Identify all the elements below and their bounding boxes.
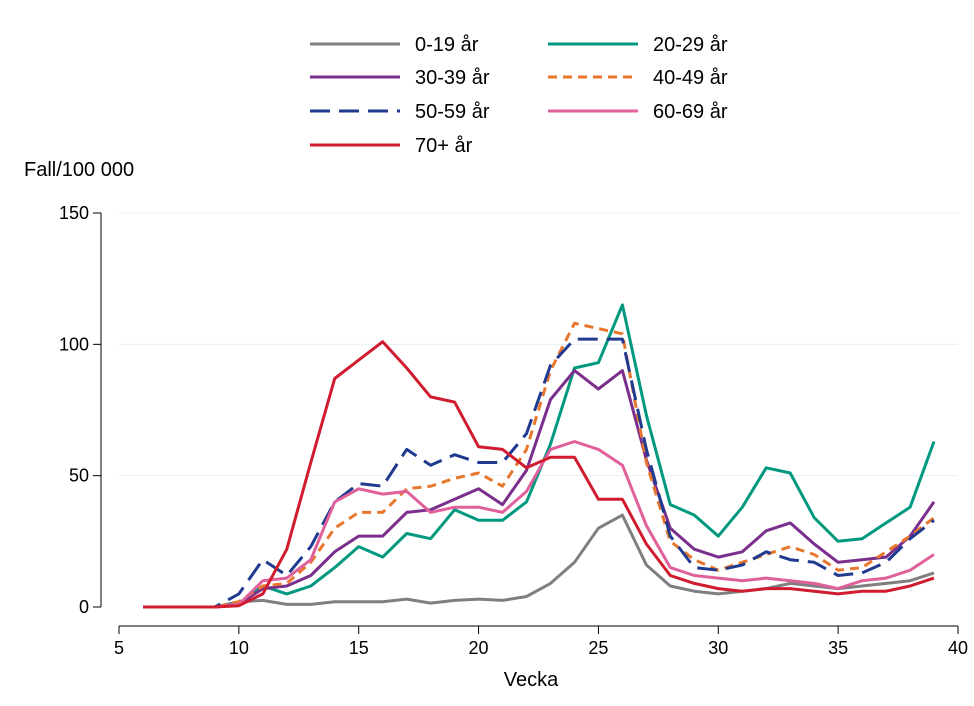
x-axis-title: Vecka — [504, 669, 559, 691]
y-tick-label-2: 100 — [59, 334, 89, 354]
x-tick-label-4: 25 — [588, 638, 608, 658]
legend-label-0: 0-19 år — [415, 34, 479, 56]
series-line-3 — [143, 321, 935, 609]
series-line-2 — [143, 369, 936, 609]
legend-label-2: 30-39 år — [415, 67, 490, 89]
series-lines — [143, 303, 936, 609]
legend-label-5: 60-69 år — [653, 101, 728, 123]
x-tick-label-7: 40 — [948, 638, 968, 658]
x-tick-label-5: 30 — [708, 638, 728, 658]
y-tick-label-1: 50 — [69, 466, 89, 486]
legend: 0-19 år 20-29 år 30-39 år 40-49 år 50-59 år 6… — [310, 34, 728, 157]
series-line-0 — [143, 513, 935, 609]
legend-label-4: 50-59 år — [415, 101, 490, 123]
y-tick-label-0: 0 — [79, 597, 89, 617]
series-line-5 — [143, 440, 935, 609]
series-line-6 — [143, 340, 935, 609]
series-line-4 — [143, 337, 935, 609]
x-tick-label-0: 5 — [114, 638, 124, 658]
legend-label-3: 40-49 år — [653, 67, 728, 89]
axes: 0 50 100 150 5 10 15 20 25 30 35 40 — [59, 203, 968, 658]
legend-label-1: 20-29 år — [653, 34, 728, 56]
x-tick-label-1: 10 — [229, 638, 249, 658]
y-tick-label-3: 150 — [59, 203, 89, 223]
y-axis-title: Fall/100 000 — [24, 159, 134, 181]
legend-label-6: 70+ år — [415, 135, 473, 157]
x-tick-label-3: 20 — [469, 638, 489, 658]
x-tick-label-6: 35 — [828, 638, 848, 658]
x-tick-label-2: 15 — [349, 638, 369, 658]
